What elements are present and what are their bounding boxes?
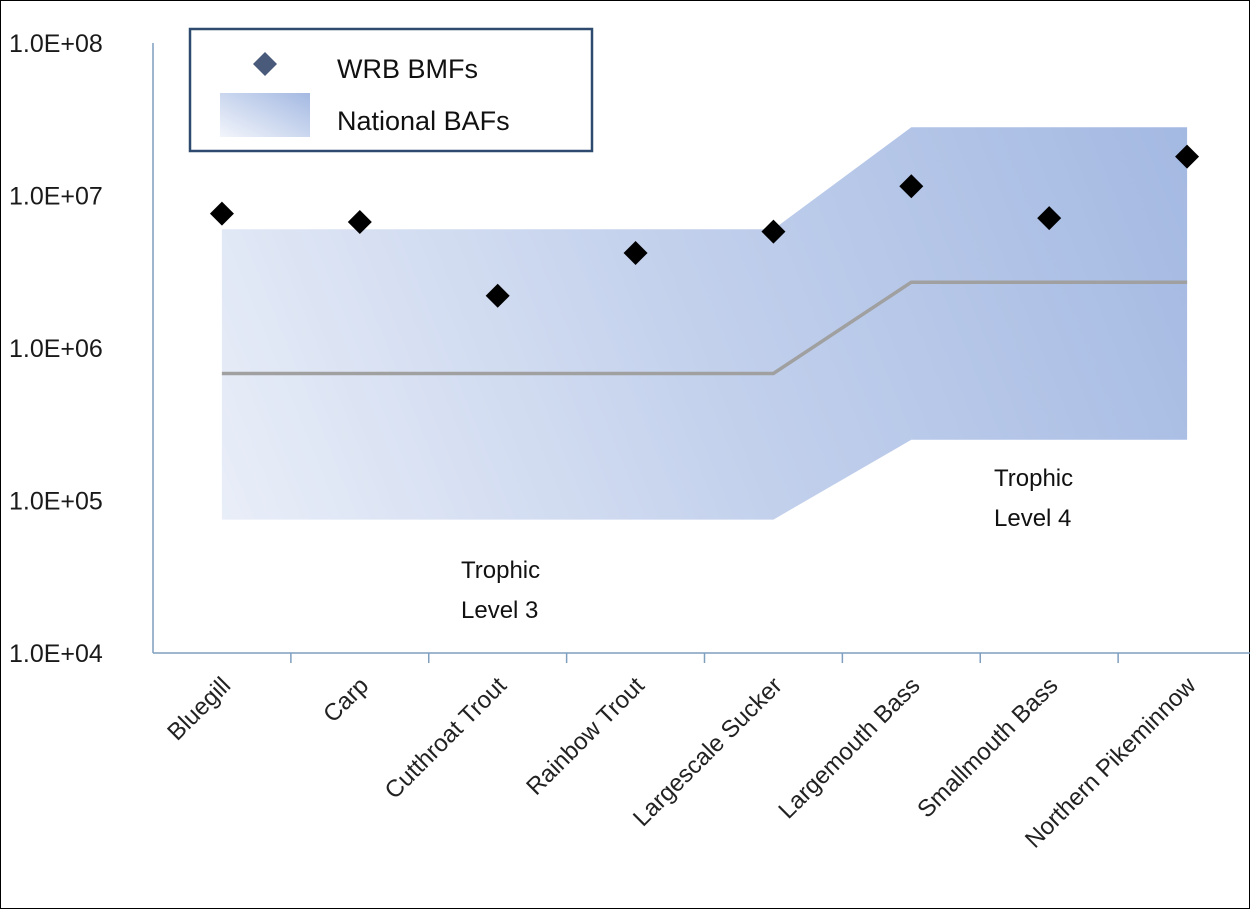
x-tick-label: Cutthroat Trout: [380, 672, 513, 805]
wrb-bmf-point: [899, 174, 924, 199]
annotation-trophic-level-4-line1: Trophic: [994, 465, 1073, 492]
wrb-bmfs-points-layer: [209, 144, 1200, 308]
y-tick-label: 1.0E+05: [9, 488, 103, 516]
legend-band-swatch: [220, 93, 310, 137]
x-tick-label: Bluegill: [162, 672, 236, 746]
national-bafs-band-layer: [221, 127, 1188, 520]
x-tick-label: Smallmouth Bass: [912, 672, 1063, 823]
wrb-bmf-point: [209, 201, 234, 226]
wrb-bmf-point: [1175, 144, 1200, 169]
wrb-bmf-point: [485, 283, 510, 308]
wrb-bmf-point: [761, 219, 786, 244]
legend-entry-national-bafs: National BAFs: [337, 106, 510, 136]
national-bafs-median-line: [221, 280, 1188, 376]
y-tick-labels: 1.0E+04 1.0E+05 1.0E+06 1.0E+07 1.0E+08: [9, 30, 103, 668]
x-tick-label: Carp: [318, 672, 374, 728]
annotation-trophic-level-4-line2: Level 4: [994, 505, 1071, 532]
annotation-trophic-level-3-line1: Trophic: [461, 557, 540, 584]
wrb-bmf-point: [623, 240, 648, 265]
legend-entry-wrb-bmfs: WRB BMFs: [337, 54, 478, 84]
y-tick-label: 1.0E+06: [9, 335, 103, 363]
x-tick-label: Rainbow Trout: [521, 672, 650, 801]
axes: [152, 43, 1250, 663]
y-tick-label: 1.0E+07: [9, 183, 103, 211]
wrb-bmf-point: [347, 210, 372, 235]
y-tick-label: 1.0E+08: [9, 30, 103, 58]
x-tick-label: Largemouth Bass: [773, 672, 925, 824]
x-tick-labels: Bluegill Carp Cutthroat Trout Rainbow Trout…: [162, 672, 1201, 854]
annotation-trophic-level-3-line2: Level 3: [461, 597, 538, 624]
legend: WRB BMFs National BAFs: [188, 27, 594, 153]
wrb-bmf-point: [1037, 206, 1062, 231]
national-bafs-median-layer: [221, 280, 1188, 376]
national-bafs-band: [221, 127, 1188, 520]
x-tick-label: Largescale Sucker: [628, 672, 788, 832]
y-tick-label: 1.0E+04: [9, 640, 103, 668]
legend-diamond-marker: [253, 52, 277, 76]
